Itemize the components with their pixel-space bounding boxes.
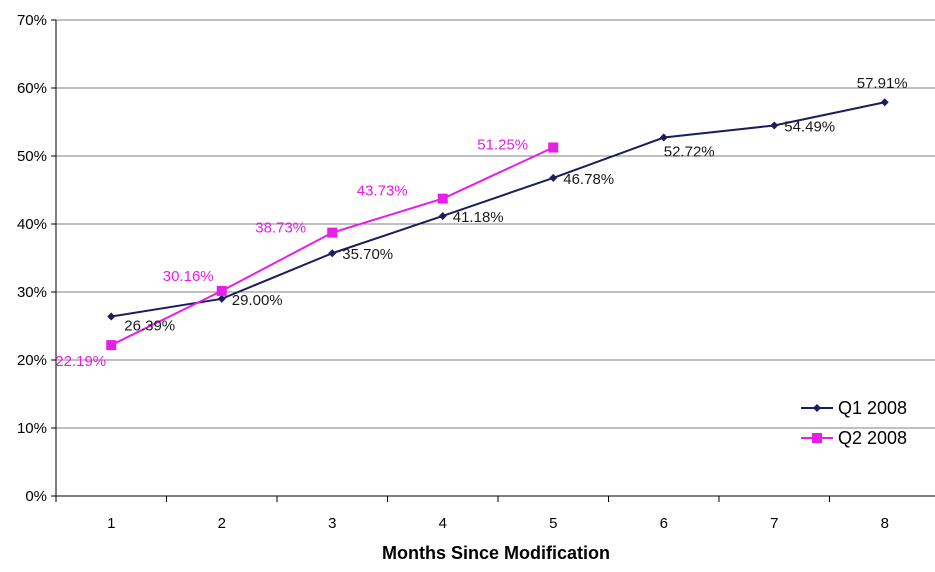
data-point-q2-square [437,193,448,204]
data-label-q1: 41.18% [453,209,504,226]
series-line-q1-2008 [111,101,885,318]
data-point-q1-diamond [549,173,558,182]
data-point-q1-diamond [107,312,116,321]
series-layer [106,98,889,351]
x-tick-label: 7 [770,515,778,532]
legend-item-q2: Q2 2008 [801,428,907,448]
data-point-q1-diamond [438,211,447,220]
grid-layer [56,19,935,429]
x-tick-label: 2 [218,515,226,532]
legend: Q1 2008 Q2 2008 [801,398,907,448]
data-point-q1-diamond [659,133,668,142]
series-line-q2-2008 [110,146,554,347]
data-label-q2: 30.16% [163,268,214,285]
labels-layer: 26.39% 29.00% 35.70% 41.18% 46.78% 52.72% 54.4… [55,75,907,370]
data-point-q2-square [327,227,338,238]
data-point-q2-square [216,285,227,296]
data-label-q1: 52.72% [664,144,715,161]
x-tick-label: 4 [439,515,447,532]
x-axis-title: Months Since Modification [382,543,610,563]
x-tick-label: 6 [660,515,668,532]
data-label-q1: 57.91% [857,75,908,92]
data-label-q2: 22.19% [55,353,106,370]
legend-q1-diamond-marker [813,404,821,412]
legend-item-q1: Q1 2008 [801,398,907,418]
data-point-q1-diamond [770,121,779,130]
y-tick-label: 60% [17,80,47,97]
x-tick-label: 8 [881,515,889,532]
data-point-q2-square [548,142,559,153]
y-tick-label: 0% [25,488,47,505]
y-tick-label: 20% [17,352,47,369]
x-tick-label: 5 [549,515,557,532]
data-label-q1: 54.49% [784,118,835,135]
data-point-q2-square [106,340,117,351]
data-point-q1-diamond [880,98,889,107]
y-tick-label: 10% [17,420,47,437]
x-tick-label: 3 [328,515,336,532]
y-tick-label: 50% [17,148,47,165]
data-label-q2: 43.73% [357,183,408,200]
data-label-q1: 26.39% [124,318,175,335]
data-label-q2: 38.73% [255,220,306,237]
y-tick-label: 70% [17,12,47,29]
x-tick-label: 1 [107,515,115,532]
axes-layer: 0% 10% 20% 30% 40% 50% 60% 70% 1 2 3 4 5 6 7 8 [17,12,935,532]
data-label-q1: 46.78% [563,171,614,188]
legend-q1-label: Q1 2008 [838,398,907,418]
data-label-q1: 29.00% [232,292,283,309]
data-label-q1: 35.70% [342,246,393,263]
data-point-q1-diamond [217,294,226,303]
legend-q2-square-marker [812,433,822,443]
legend-q2-label: Q2 2008 [838,428,907,448]
data-label-q2: 51.25% [477,137,528,154]
y-tick-label: 30% [17,284,47,301]
y-tick-label: 40% [17,216,47,233]
data-point-q1-diamond [328,249,337,258]
